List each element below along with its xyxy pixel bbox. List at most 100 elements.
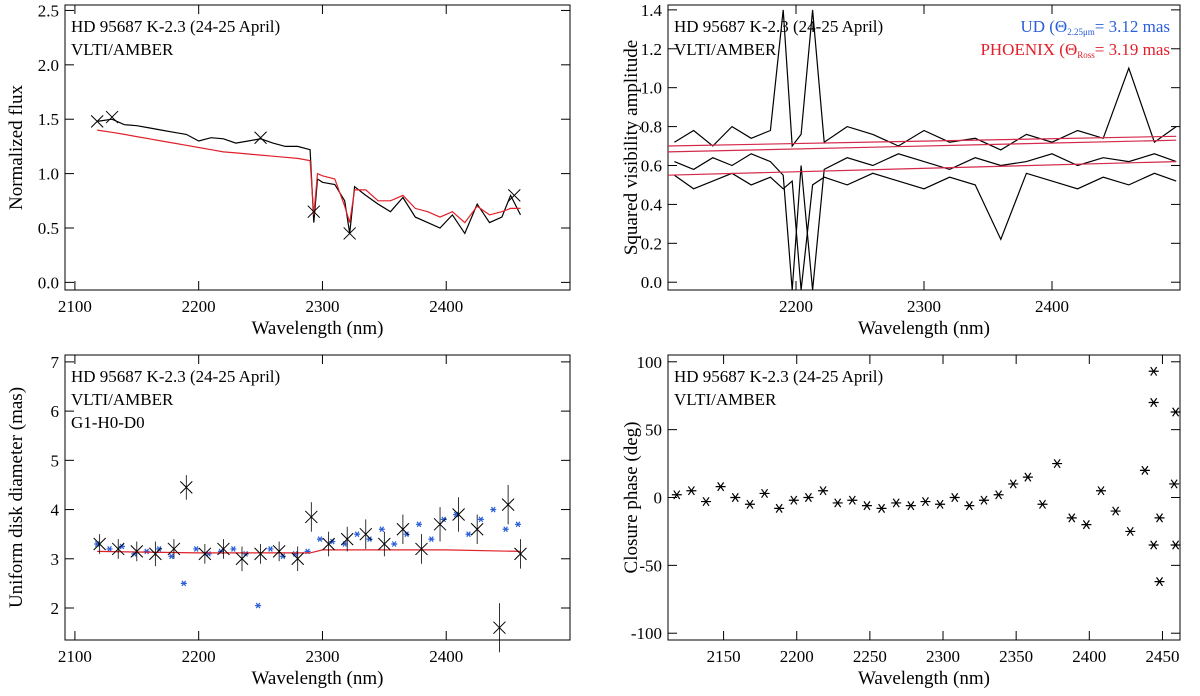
asterisk-marker <box>267 546 274 552</box>
asterisk-marker <box>1154 577 1165 587</box>
y-tick-label: 5 <box>51 451 60 470</box>
data-line <box>674 172 1177 291</box>
data-line <box>97 129 521 224</box>
x-tick-label: 2400 <box>429 297 463 316</box>
asterisk-marker <box>1022 472 1033 482</box>
annotation: VLTI/AMBER <box>71 390 174 409</box>
annotation: HD 95687 K-2.3 (24-25 April) <box>674 17 883 36</box>
x-marker <box>304 510 318 524</box>
annotation: VLTI/AMBER <box>674 390 777 409</box>
asterisk-marker <box>993 490 1004 500</box>
y-tick-label: 0.8 <box>641 118 662 137</box>
x-tick-label: 2100 <box>58 647 92 666</box>
y-axis-label: Normalized flux <box>6 84 27 210</box>
x-marker <box>291 552 305 566</box>
asterisk-marker <box>180 580 187 587</box>
model-label-part: UD (Θ <box>1020 17 1067 36</box>
x-tick-label: 2450 <box>1145 647 1179 666</box>
y-tick-label: 2.0 <box>38 56 59 75</box>
data-line <box>674 153 1177 291</box>
asterisk-marker <box>329 538 336 545</box>
x-marker <box>359 527 373 541</box>
asterisk-marker <box>935 499 946 509</box>
asterisk-marker <box>279 553 286 560</box>
data-line <box>667 161 1177 176</box>
y-tick-label: 4 <box>51 501 60 520</box>
x-marker <box>343 227 357 240</box>
annotation: VLTI/AMBER <box>674 40 777 59</box>
x-marker <box>111 542 125 556</box>
asterisk-marker <box>774 503 785 513</box>
data-line <box>97 549 521 554</box>
asterisk-marker <box>440 516 447 523</box>
asterisk-marker <box>1008 479 1019 489</box>
y-tick-label: 50 <box>645 421 662 440</box>
asterisk-marker <box>1096 486 1107 496</box>
panel: 2100 2200 2300 2400 0.0 0.5 1.0 1.5 2.0 2.5 Wavele… <box>6 1 571 339</box>
model-label-part: Ross <box>1077 50 1095 60</box>
asterisk-marker <box>255 602 262 609</box>
asterisk-marker <box>477 516 484 523</box>
x-tick-label: 2300 <box>305 297 339 316</box>
y-tick-label: 0.6 <box>641 156 662 175</box>
y-tick-label: 6 <box>51 402 60 421</box>
asterisk-marker <box>671 490 682 500</box>
asterisk-marker <box>847 495 858 505</box>
x-tick-label: 2200 <box>182 297 216 316</box>
y-tick-label: 3 <box>51 550 60 569</box>
x-tick-label: 2200 <box>779 297 813 316</box>
asterisk-marker <box>1081 520 1092 530</box>
asterisk-marker <box>876 503 887 513</box>
y-tick-label: 1.4 <box>641 1 663 20</box>
asterisk-marker <box>818 486 829 496</box>
x-marker <box>433 517 447 531</box>
x-marker <box>501 498 515 511</box>
asterisk-marker <box>1170 407 1181 417</box>
asterisk-marker <box>354 531 361 538</box>
asterisk-marker <box>1037 499 1048 509</box>
asterisk-marker <box>1148 397 1159 408</box>
x-marker <box>105 110 119 124</box>
x-marker <box>377 537 391 551</box>
y-tick-label: 0 <box>654 489 663 508</box>
y-axis-label: Uniform disk diameter (mas) <box>6 387 27 608</box>
x-marker <box>340 532 354 546</box>
annotation: HD 95687 K-2.3 (24-25 April) <box>71 17 280 36</box>
asterisk-marker <box>490 506 497 513</box>
x-marker <box>470 522 484 536</box>
y-axis-label: Closure phase (deg) <box>621 422 642 574</box>
model-label-part: = 3.19 mas <box>1095 40 1170 59</box>
y-tick-label: 0.5 <box>38 219 59 238</box>
y-tick-label: 0.0 <box>38 273 59 292</box>
x-tick-label: 2300 <box>305 647 339 666</box>
x-tick-label: 2200 <box>780 647 814 666</box>
x-marker <box>254 547 267 561</box>
asterisk-marker <box>920 496 931 507</box>
data-line <box>667 139 1177 153</box>
x-marker <box>514 547 527 561</box>
asterisk-marker <box>391 541 398 547</box>
model-label-part: = 3.12 mas <box>1095 17 1170 36</box>
asterisk-marker <box>378 526 385 533</box>
x-marker <box>396 522 410 536</box>
x-marker <box>130 545 144 558</box>
x-tick-label: 2400 <box>1072 647 1106 666</box>
x-tick-label: 2300 <box>907 297 941 316</box>
x-marker <box>307 205 321 219</box>
asterisk-marker <box>118 543 125 550</box>
asterisk-marker <box>964 501 975 511</box>
x-tick-label: 2400 <box>1035 297 1069 316</box>
panel: 2150 2200 2250 2300 2350 2400 2450 -100 -50 0 50 10… <box>621 353 1181 689</box>
asterisk-marker <box>502 526 509 533</box>
annotation: HD 95687 K-2.3 (24-25 April) <box>71 367 280 386</box>
asterisk-marker <box>949 492 960 503</box>
x-tick-label: 2200 <box>182 647 216 666</box>
asterisk-marker <box>168 553 175 560</box>
x-axis-label: Wavelength (nm) <box>252 318 384 339</box>
plot-frame <box>64 354 571 641</box>
y-tick-label: 0.2 <box>641 234 662 253</box>
asterisk-marker <box>1125 526 1136 537</box>
asterisk-marker <box>465 531 472 538</box>
panel: 2200 2300 2400 0.0 0.2 0.4 0.6 0.8 1.0 1.2 1.4 Wave… <box>621 1 1181 339</box>
